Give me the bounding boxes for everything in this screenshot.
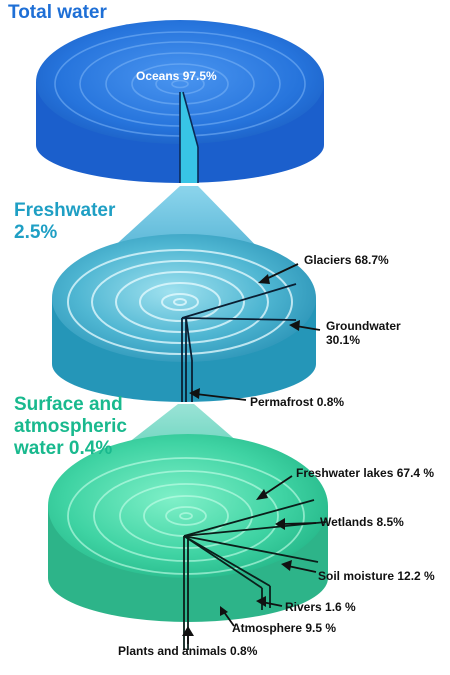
freshwater-title-line1: Freshwater xyxy=(14,200,116,221)
surface-water-disc xyxy=(48,434,328,650)
groundwater-label-line1: Groundwater xyxy=(326,319,401,333)
freshwater-title-line2: 2.5% xyxy=(14,221,58,243)
groundwater-label-line2: 30.1% xyxy=(326,333,361,348)
freshwater-title: Freshwater 2.5% xyxy=(14,200,115,244)
freshwater-lakes-label: Freshwater lakes 67.4 % xyxy=(296,466,435,480)
freshwater-disc xyxy=(52,234,316,402)
rivers-arrow xyxy=(256,596,283,607)
rivers-label: Rivers 1.6 % xyxy=(285,600,356,614)
glaciers-arrow xyxy=(258,263,299,284)
freshwater-lakes-arrow xyxy=(256,475,293,500)
atmosphere-label: Atmosphere 9.5 % xyxy=(232,621,337,635)
total-water-disc xyxy=(36,20,324,183)
permafrost-arrow xyxy=(189,388,247,401)
soil-moisture-label: Soil moisture 12.2 % xyxy=(318,569,435,583)
surface-title-line3: water 0.4% xyxy=(14,437,113,459)
atmosphere-arrow xyxy=(220,606,235,627)
glaciers-label: Glaciers 68.7% xyxy=(304,253,389,267)
soil-moisture-arrow xyxy=(281,560,317,573)
wetlands-label: Wetlands 8.5% xyxy=(320,515,404,529)
plants-animals-label: Plants and animals 0.8% xyxy=(118,644,258,658)
wetlands-arrow xyxy=(275,518,317,530)
surface-title-line2: atmospheric xyxy=(14,415,127,437)
groundwater-arrow xyxy=(289,320,321,331)
surface-water-title: Surface and atmospheric water 0.4% xyxy=(14,394,127,460)
surface-title-line1: Surface and xyxy=(14,394,123,415)
oceans-label: Oceans 97.5% xyxy=(136,69,217,83)
groundwater-label: Groundwater 30.1% xyxy=(326,319,401,348)
plants-animals-arrow xyxy=(182,626,194,644)
callout-arrows xyxy=(182,263,321,644)
permafrost-label: Permafrost 0.8% xyxy=(250,395,345,409)
total-water-title: Total water xyxy=(8,2,107,23)
